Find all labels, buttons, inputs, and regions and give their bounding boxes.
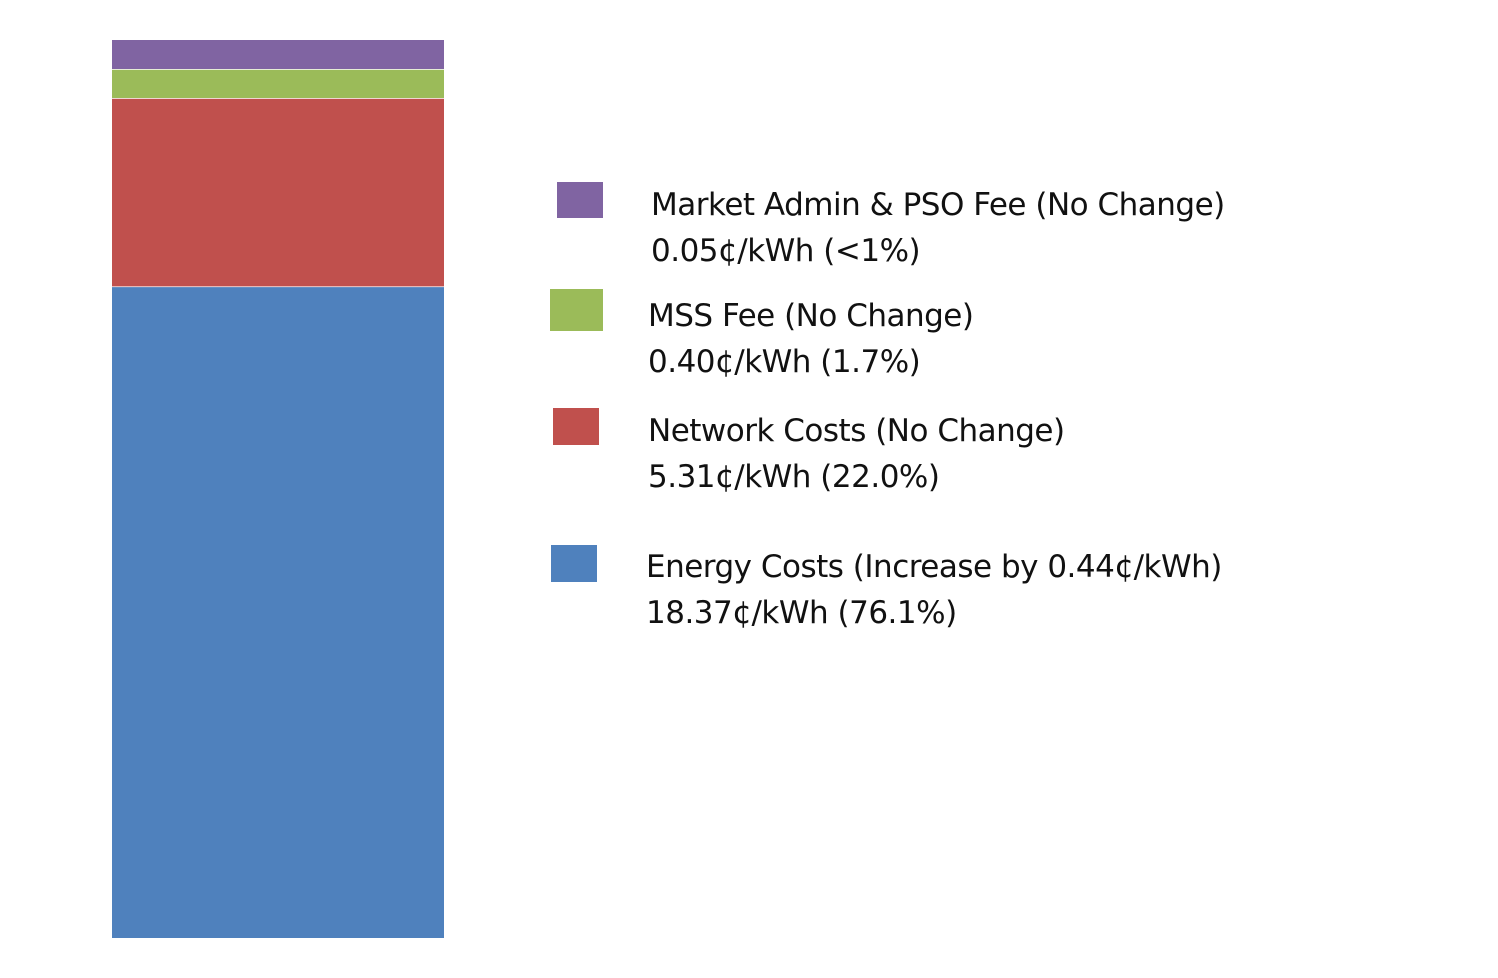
legend-value-label: 0.05¢/kWh (<1%) — [651, 233, 921, 269]
stacked-bar — [112, 40, 444, 938]
legend-value-label: 5.31¢/kWh (22.0%) — [648, 459, 940, 495]
legend-value-label: 18.37¢/kWh (76.1%) — [646, 595, 957, 631]
legend-swatch — [553, 408, 599, 445]
legend-label: Network Costs (No Change) — [648, 413, 1065, 449]
bar-segment — [112, 40, 444, 69]
legend-value-label: 0.40¢/kWh (1.7%) — [648, 344, 921, 380]
bar-segment — [112, 98, 444, 287]
bar-segment — [112, 69, 444, 98]
legend-label: Market Admin & PSO Fee (No Change) — [651, 187, 1225, 223]
legend-swatch — [550, 289, 603, 331]
legend-swatch — [557, 182, 603, 218]
legend-swatch — [551, 545, 597, 582]
legend-label: Energy Costs (Increase by 0.44¢/kWh) — [646, 549, 1222, 585]
legend-label: MSS Fee (No Change) — [648, 298, 974, 334]
bar-segment — [112, 286, 444, 938]
